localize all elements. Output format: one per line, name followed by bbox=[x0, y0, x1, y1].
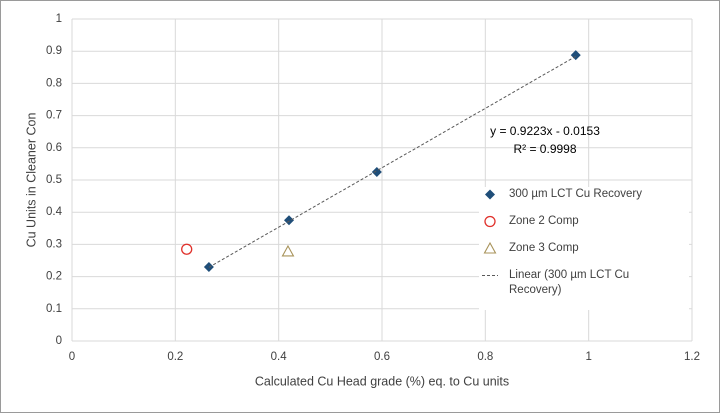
trendline bbox=[208, 55, 576, 268]
y-tick-label: 0.7 bbox=[46, 110, 62, 122]
x-tick-label: 0.2 bbox=[167, 351, 183, 363]
legend-symbol bbox=[482, 275, 498, 276]
legend-symbol bbox=[485, 189, 495, 200]
legend: 300 µm LCT Cu Recovery Zone 2 Comp Zone 3 … bbox=[479, 187, 689, 310]
legend-entry: 300 µm LCT Cu Recovery bbox=[479, 187, 689, 202]
legend-entry: Zone 2 Comp bbox=[479, 214, 689, 229]
x-tick-label: 0.6 bbox=[374, 351, 390, 363]
x-tick-label: 0.8 bbox=[477, 351, 493, 363]
y-tick-label: 0.5 bbox=[46, 174, 62, 186]
circle-marker bbox=[181, 243, 193, 255]
y-tick-label: 1 bbox=[56, 13, 62, 25]
trendline-equation: y = 0.9223x - 0.0153 bbox=[490, 124, 600, 138]
circle-marker bbox=[484, 215, 496, 228]
legend-entry: Zone 3 Comp bbox=[479, 241, 689, 256]
y-tick-label: 0.3 bbox=[46, 238, 62, 250]
x-tick-label: 0.4 bbox=[271, 351, 288, 363]
legend-label: 300 µm LCT Cu Recovery bbox=[509, 188, 642, 200]
y-tick-label: 0.4 bbox=[46, 206, 63, 218]
y-tick-label: 0.1 bbox=[46, 303, 62, 315]
legend-label: Linear (300 µm LCT Cu Recovery) bbox=[509, 269, 630, 296]
diamond-marker bbox=[485, 189, 495, 200]
x-axis-title: Calculated Cu Head grade (%) eq. to Cu u… bbox=[255, 374, 509, 388]
legend-label: Zone 3 Comp bbox=[509, 242, 579, 254]
legend-entry: Linear (300 µm LCT Cu Recovery) bbox=[479, 268, 689, 298]
x-tick-label: 1 bbox=[585, 351, 591, 363]
triangle-marker bbox=[281, 244, 295, 257]
y-tick-label: 0.8 bbox=[46, 77, 62, 89]
trendline-equation: R² = 0.9998 bbox=[513, 142, 576, 156]
y-tick-label: 0 bbox=[56, 335, 62, 347]
legend-label: Zone 2 Comp bbox=[509, 215, 579, 227]
legend-symbol bbox=[484, 215, 496, 228]
triangle-marker bbox=[483, 241, 497, 254]
y-tick-label: 0.6 bbox=[46, 142, 62, 154]
y-tick-label: 0.9 bbox=[46, 45, 62, 57]
x-tick-label: 0 bbox=[69, 351, 75, 363]
x-tick-label: 1.2 bbox=[684, 351, 700, 363]
legend-symbol bbox=[483, 241, 497, 254]
y-axis-title: Cu Units in Cleaner Con bbox=[24, 113, 38, 248]
diamond-marker bbox=[284, 215, 294, 226]
y-tick-label: 0.2 bbox=[46, 271, 62, 283]
